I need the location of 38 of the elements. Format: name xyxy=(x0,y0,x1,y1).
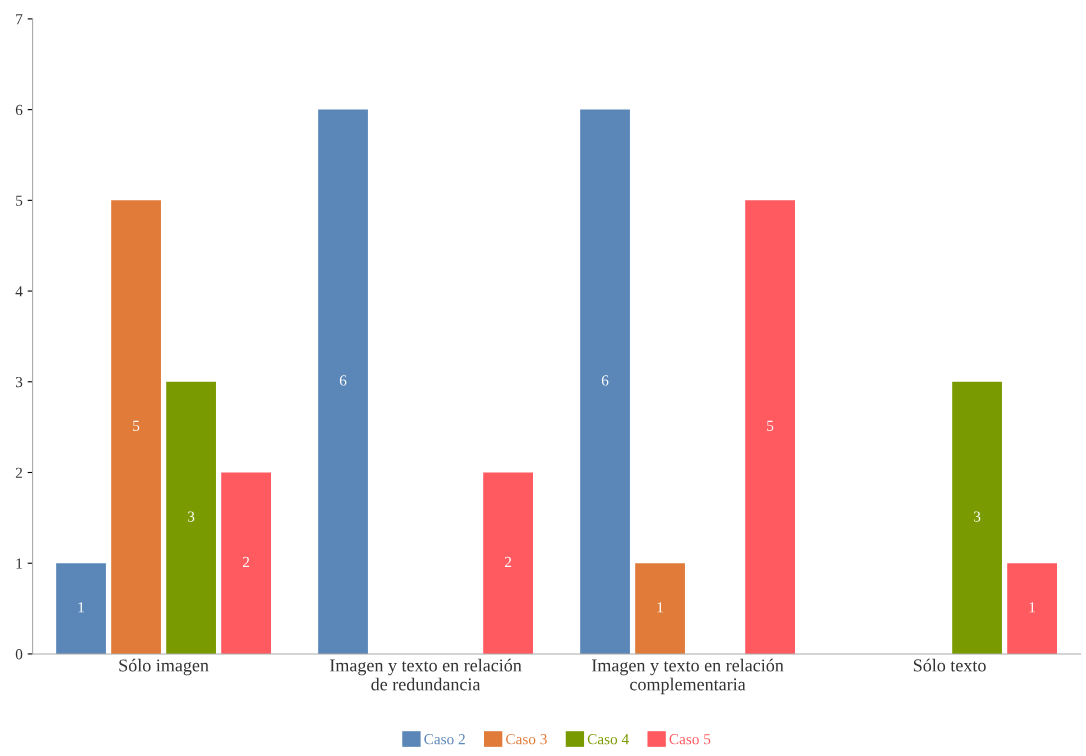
x-tick-label: Imagen y texto en relación complementaria xyxy=(591,658,784,695)
legend-label: Caso 5 xyxy=(669,734,711,745)
bar xyxy=(56,563,106,654)
legend-label: Caso 2 xyxy=(424,734,465,745)
y-tick-label: 0 xyxy=(15,649,23,660)
bar xyxy=(1007,563,1057,654)
x-tick-label: Imagen y texto en relación de redundancia xyxy=(329,658,522,691)
bar xyxy=(745,200,795,654)
y-tick-label: 1 xyxy=(16,558,22,569)
y-tick-label: 2 xyxy=(15,467,23,478)
x-tick-label: Sólo texto xyxy=(913,658,986,672)
data-label: 1 xyxy=(78,602,84,613)
data-label: 3 xyxy=(973,511,981,522)
data-label: 1 xyxy=(1029,602,1035,613)
y-tick-label: 3 xyxy=(15,376,23,388)
y-tick-label: 6 xyxy=(15,104,23,116)
bar xyxy=(952,381,1002,654)
bar xyxy=(635,563,685,654)
data-label: 3 xyxy=(188,511,195,522)
bar xyxy=(111,200,161,654)
data-label: 2 xyxy=(504,556,512,567)
x-tick-label: Sólo imagen xyxy=(119,658,209,676)
data-label: 5 xyxy=(133,420,140,431)
data-label: 5 xyxy=(767,420,774,431)
y-tick-label: 4 xyxy=(15,286,23,297)
y-tick-label: 7 xyxy=(16,14,23,25)
data-label: 2 xyxy=(242,556,250,567)
y-tick-label: 5 xyxy=(16,195,23,206)
data-label: 6 xyxy=(601,375,609,386)
bar xyxy=(580,109,630,654)
legend-label: Caso 3 xyxy=(506,734,547,745)
bar xyxy=(221,472,271,654)
bar xyxy=(318,109,368,654)
legend-label: Caso 4 xyxy=(587,734,629,745)
bar xyxy=(483,472,533,654)
data-label: 1 xyxy=(657,602,663,613)
bar xyxy=(166,381,216,654)
data-label: 6 xyxy=(339,375,347,386)
